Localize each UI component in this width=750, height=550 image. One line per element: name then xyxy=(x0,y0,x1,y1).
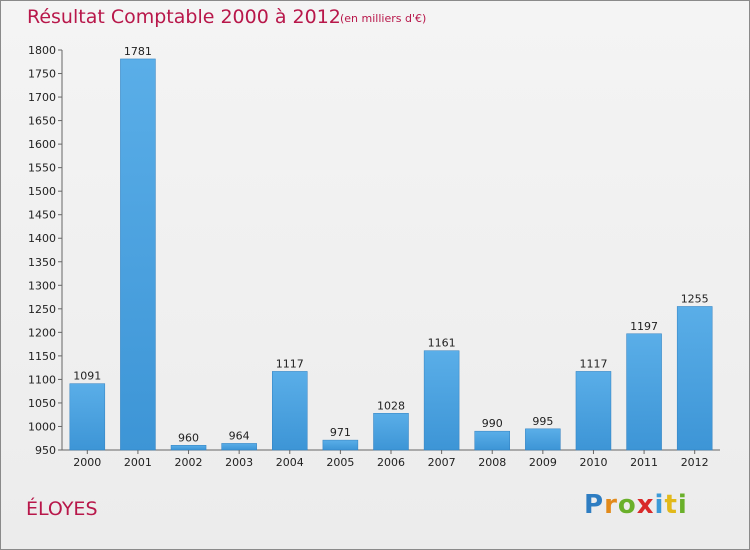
bar xyxy=(272,371,308,451)
bar xyxy=(69,383,106,451)
bar xyxy=(373,413,409,451)
data-label: 1197 xyxy=(630,320,658,333)
x-tick-label: 2011 xyxy=(630,456,658,469)
y-tick-label: 1300 xyxy=(28,279,56,292)
bar xyxy=(525,428,561,451)
y-tick-label: 1450 xyxy=(28,209,56,222)
data-label: 1028 xyxy=(377,399,405,412)
x-tick-label: 2001 xyxy=(124,456,152,469)
bar xyxy=(575,371,612,451)
bar xyxy=(322,439,359,451)
y-tick-label: 1700 xyxy=(28,91,56,104)
x-tick-label: 2006 xyxy=(377,456,405,469)
y-tick-label: 1150 xyxy=(28,350,56,363)
data-label: 990 xyxy=(482,417,503,430)
data-label: 964 xyxy=(229,429,250,442)
y-tick-label: 1400 xyxy=(28,232,56,245)
y-tick-label: 950 xyxy=(35,444,56,457)
data-label: 995 xyxy=(532,415,553,428)
y-tick-label: 1500 xyxy=(28,185,56,198)
chart-title: Résultat Comptable 2000 à 2012 xyxy=(27,6,341,28)
proxiti-logo: Proxiti xyxy=(584,490,688,520)
y-tick-label: 1100 xyxy=(28,373,56,386)
data-label: 1091 xyxy=(73,370,101,383)
data-label: 1161 xyxy=(428,337,456,350)
x-tick-label: 2000 xyxy=(73,456,101,469)
y-tick-label: 1600 xyxy=(28,138,56,151)
data-label: 1781 xyxy=(124,45,152,58)
y-tick-label: 1250 xyxy=(28,303,56,316)
x-tick-label: 2010 xyxy=(579,456,607,469)
bar xyxy=(676,306,713,451)
y-tick-label: 1200 xyxy=(28,326,56,339)
data-label: 1117 xyxy=(579,357,607,370)
data-label: 1255 xyxy=(681,292,709,305)
y-tick-label: 1550 xyxy=(28,162,56,175)
bar xyxy=(474,430,510,451)
x-tick-label: 2002 xyxy=(175,456,203,469)
bar xyxy=(221,443,257,451)
y-tick-label: 1000 xyxy=(28,420,56,433)
data-label: 960 xyxy=(178,431,199,444)
chart-subtitle: (en milliers d'€) xyxy=(340,12,427,25)
x-tick-label: 2003 xyxy=(225,456,253,469)
y-tick-label: 1050 xyxy=(28,397,56,410)
bar xyxy=(423,350,460,451)
data-label: 1117 xyxy=(276,357,304,370)
x-tick-label: 2007 xyxy=(428,456,456,469)
x-tick-label: 2008 xyxy=(478,456,506,469)
x-tick-label: 2005 xyxy=(326,456,354,469)
x-tick-label: 2004 xyxy=(276,456,304,469)
x-tick-label: 2012 xyxy=(681,456,709,469)
data-label: 971 xyxy=(330,426,351,439)
y-tick-label: 1650 xyxy=(28,115,56,128)
bar xyxy=(170,445,207,451)
y-tick-label: 1800 xyxy=(28,44,56,57)
place-name: ÉLOYES xyxy=(26,498,98,520)
y-tick-label: 1350 xyxy=(28,256,56,269)
x-tick-label: 2009 xyxy=(529,456,557,469)
y-tick-label: 1750 xyxy=(28,68,56,81)
bar xyxy=(120,58,156,451)
bar xyxy=(626,333,662,451)
